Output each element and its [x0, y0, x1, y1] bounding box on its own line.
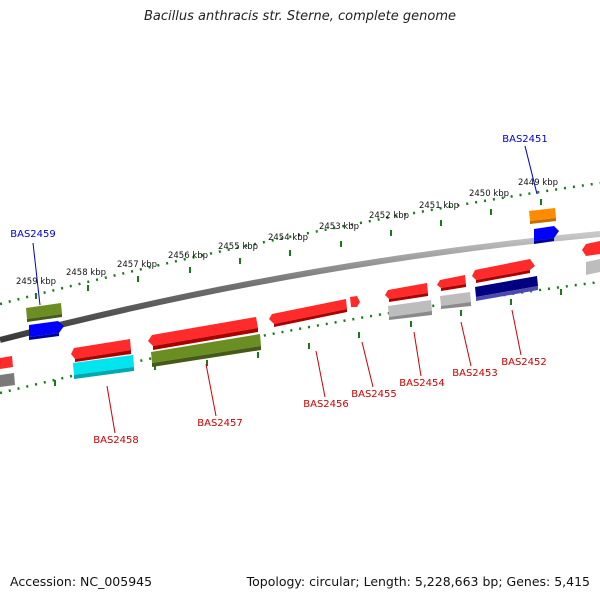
feature-shade [75, 350, 131, 362]
accession-label: Accession: NC_005945 [10, 574, 153, 589]
leader-line-bas2453 [460, 321, 472, 367]
gene-label-bas2459[interactable]: BAS2459 [10, 229, 56, 240]
feature-shade [153, 328, 258, 350]
leader-line-bas2451 [524, 145, 538, 195]
leader-line-bas2457 [205, 363, 217, 417]
gene-feature-bas2459[interactable] [26, 303, 62, 319]
feature-shade [389, 311, 432, 320]
feature-shade [476, 270, 530, 283]
feature-gray-edge[interactable] [0, 373, 15, 387]
scale-labels: 2459 kbp 2458 kbp 2457 kbp 2456 kbp 2455… [16, 178, 558, 287]
gene-feature-bas2454[interactable] [385, 283, 428, 299]
scale-label: 2449 kbp [518, 178, 558, 188]
gene-label-bas2455[interactable]: BAS2455 [351, 389, 397, 400]
scale-line-top [0, 181, 600, 306]
leader-line-bas2456 [315, 350, 326, 398]
leader-line-bas2454 [413, 331, 422, 377]
feature-shade [29, 333, 59, 340]
gene-label-bas2457[interactable]: BAS2457 [197, 418, 243, 429]
scale-ticks-top [35, 199, 542, 299]
gene-feature-bas2452[interactable] [472, 259, 535, 280]
feature-red-edge[interactable] [0, 356, 13, 369]
leader-line-bas2459 [32, 242, 41, 306]
genome-title: Bacillus anthracis str. Sterne, complete… [144, 9, 456, 24]
feature-shade [152, 346, 261, 367]
feature-red-arrow-edge[interactable] [582, 241, 600, 256]
scale-label: 2454 kbp [268, 233, 308, 243]
leader-line-bas2455 [361, 341, 374, 388]
gene-feature-bas2457-red[interactable] [148, 317, 258, 346]
scale-label: 2450 kbp [469, 189, 509, 199]
gene-labels: BAS2459 BAS2451 BAS2458 BAS2457 BAS2456 … [10, 134, 548, 446]
gene-label-bas2452[interactable]: BAS2452 [501, 357, 547, 368]
scale-label: 2458 kbp [66, 268, 106, 278]
feature-gray-box[interactable] [586, 259, 600, 275]
scale-label: 2451 kbp [419, 201, 459, 211]
gene-feature-bas2453[interactable] [437, 275, 466, 288]
leader-line-bas2452 [511, 309, 522, 356]
feature-gray-box[interactable] [388, 300, 432, 317]
feature-shade [534, 238, 554, 244]
leader-line-bas2458 [106, 385, 116, 434]
feature-shade [27, 314, 62, 322]
scale-label: 2459 kbp [16, 277, 56, 287]
topology-label: Topology: circular; Length: 5,228,663 bp… [246, 574, 590, 589]
gene-feature-bas2456[interactable] [269, 299, 347, 324]
feature-blue-arrow[interactable] [29, 321, 64, 337]
gene-feature-bas2458[interactable] [71, 339, 131, 359]
scale-label: 2453 kbp [319, 222, 359, 232]
feature-shade [389, 293, 428, 302]
gene-feature-bas2455[interactable] [350, 296, 360, 307]
scale-label: 2456 kbp [168, 251, 208, 261]
feature-gray-box[interactable] [440, 292, 471, 306]
feature-shade [74, 367, 134, 379]
scale-label: 2455 kbp [218, 242, 258, 252]
gene-label-bas2456[interactable]: BAS2456 [303, 399, 349, 410]
gene-label-bas2454[interactable]: BAS2454 [399, 378, 445, 389]
feature-shade [476, 286, 538, 301]
gene-feature-bas2451[interactable] [529, 208, 556, 221]
feature-blue-arrow[interactable] [534, 226, 559, 241]
feature-navy-box[interactable] [475, 276, 538, 297]
scale-line-bottom [0, 280, 600, 395]
scale-label: 2457 kbp [117, 260, 157, 270]
feature-shade [530, 218, 556, 224]
feature-shade [274, 309, 347, 327]
genome-backbone [0, 231, 600, 343]
feature-shade [441, 284, 466, 291]
feature-shade [441, 302, 471, 309]
scale-ticks-bottom [54, 289, 562, 386]
feature-cyan-box[interactable] [73, 355, 134, 375]
leader-lines [32, 145, 538, 434]
scale-label: 2452 kbp [369, 211, 409, 221]
gene-label-bas2453[interactable]: BAS2453 [452, 368, 498, 379]
gene-label-bas2458[interactable]: BAS2458 [93, 435, 139, 446]
gene-feature-bas2457[interactable] [151, 334, 261, 363]
gene-label-bas2451[interactable]: BAS2451 [502, 134, 548, 145]
